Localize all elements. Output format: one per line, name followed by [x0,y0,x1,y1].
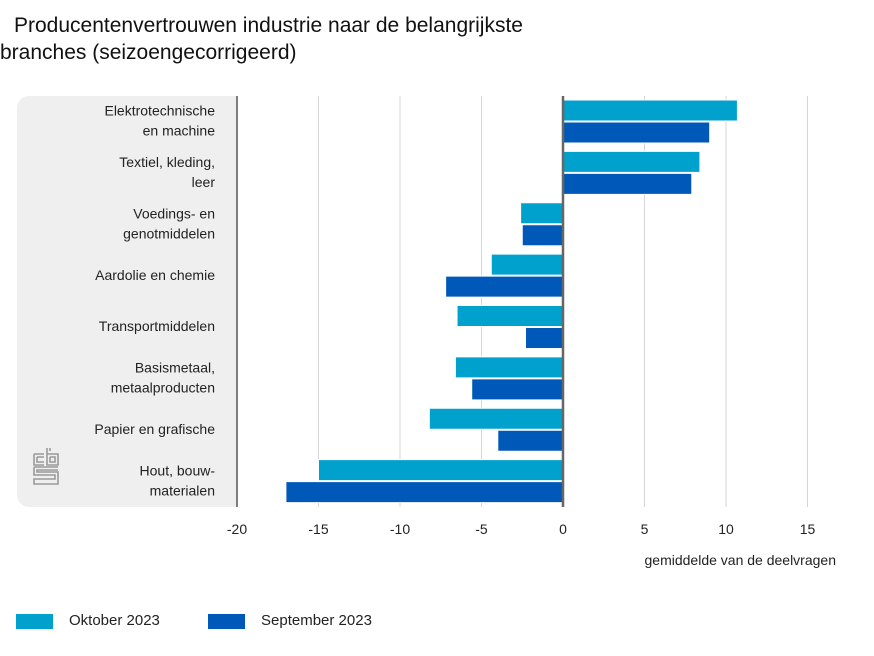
bar-oktober[interactable] [520,202,564,225]
category-label: Basismetaal, metaalproducten [111,360,215,396]
category-label-line: Aardolie en chemie [95,267,215,283]
x-tick-label: 15 [800,521,816,537]
x-axis-title: gemiddelde van de deelvragen [645,552,836,568]
bar-september[interactable] [285,481,564,504]
legend-label: September 2023 [261,612,372,629]
legend-swatch-september [208,614,245,629]
category-label: Papier en grafische [94,421,215,437]
category-label-line: materialen [150,482,215,498]
legend-swatch-oktober [16,614,53,629]
chart-title: Producentenvertrouwen industrie naar de … [0,12,700,66]
cbs-logo-icon [33,448,59,485]
x-tick-label: -5 [475,521,488,537]
gridlines [318,96,808,507]
bars [285,99,738,504]
category-label-line: Textiel, kleding, [119,154,215,170]
bar-september[interactable] [471,378,564,401]
category-label-line: Transportmiddelen [99,318,215,334]
x-tick-label: -15 [308,521,328,537]
bar-oktober[interactable] [428,407,564,430]
x-tick-label: 10 [718,521,734,537]
chart-title-line-2: branches (seizoengecorrigeerd) [0,41,297,64]
category-label-panel [17,96,237,507]
category-label: Hout, bouw-materialen [140,462,216,498]
category-label-line: Hout, bouw- [140,462,216,478]
bar-september[interactable] [562,172,693,195]
category-label-line: Papier en grafische [94,421,215,437]
legend-label: Oktober 2023 [69,612,160,629]
bar-oktober[interactable] [562,99,738,122]
x-tick-label: -20 [227,521,247,537]
axes [236,96,565,507]
category-label-line: en machine [143,123,216,139]
category-label-line: Voedings- en [133,205,215,221]
x-tick-label: 0 [559,521,567,537]
category-label-line: metaalproducten [111,380,215,396]
bar-oktober[interactable] [490,253,564,276]
bar-oktober[interactable] [454,356,564,379]
bar-september[interactable] [525,327,564,349]
category-label-line: Basismetaal, [135,360,215,376]
category-label: Transportmiddelen [99,318,215,334]
x-tick-label: -10 [390,521,410,537]
bar-september[interactable] [497,429,564,452]
category-labels: Elektrotechnische en machine Textiel, kled… [94,103,215,499]
bar-september[interactable] [562,121,711,144]
category-label-line: leer [192,174,216,190]
bar-september[interactable] [445,275,564,298]
bar-oktober[interactable] [562,150,701,173]
tick-labels: -20 -15 -10 -5 0 5 10 15 [227,521,816,537]
bar-chart: Elektrotechnische en machine Textiel, kled… [94,96,836,568]
category-label: Elektrotechnische en machine [104,103,215,139]
bar-oktober[interactable] [456,305,564,327]
category-label: Voedings- en genotmiddelen [123,205,215,241]
category-label: Textiel, kleding, leer [119,154,215,190]
category-label-line: genotmiddelen [123,225,215,241]
category-label: Aardolie en chemie [95,267,215,283]
bar-oktober[interactable] [318,459,564,482]
chart-title-line-1: Producentenvertrouwen industrie naar de … [14,14,523,37]
category-label-line: Elektrotechnische [104,103,215,119]
bar-september[interactable] [521,224,564,247]
x-tick-label: 5 [641,521,649,537]
